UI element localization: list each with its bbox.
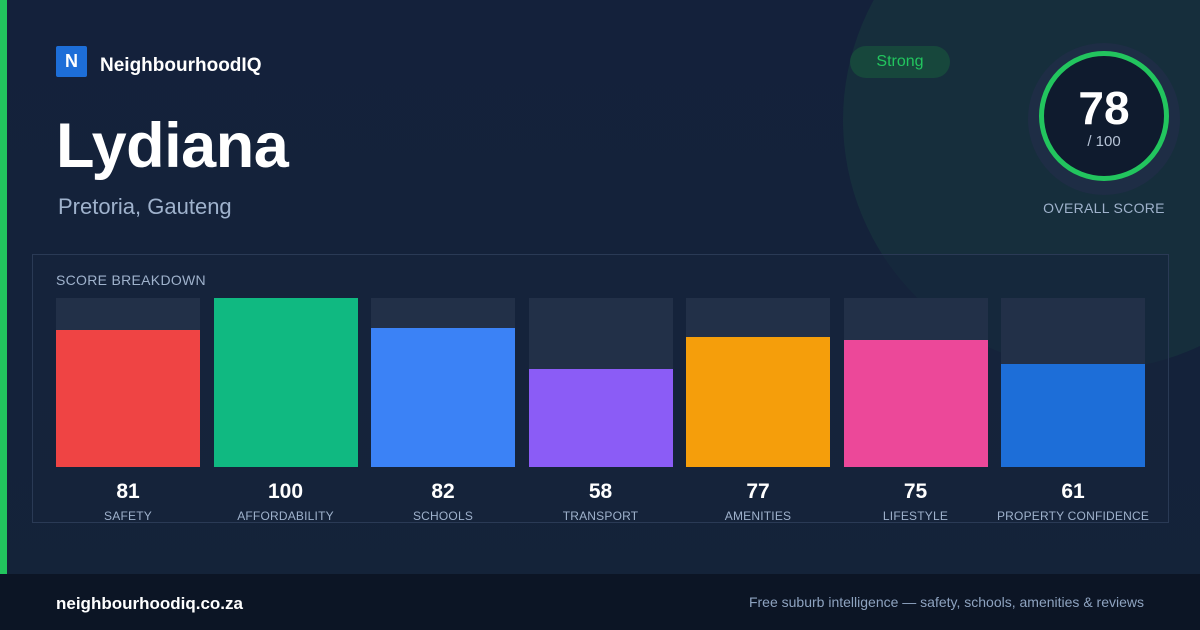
bar-value: 77 (746, 480, 770, 503)
bar-fill (1001, 363, 1145, 467)
rating-badge: Strong (850, 46, 950, 78)
bar-label: SCHOOLS (412, 509, 474, 523)
bar-label: SAFETY (104, 509, 152, 523)
breakdown-item-amenities: 77 AMENITIES (686, 298, 830, 523)
breakdown-item-schools: 82 SCHOOLS (371, 298, 515, 523)
footer: neighbourhoodiq.co.za Free suburb intell… (0, 574, 1200, 630)
bar-track (56, 298, 200, 467)
bar-fill (56, 330, 200, 467)
breakdown-bars: 81 SAFETY 100 AFFORDABILITY 82 SCHOOLS 58 TRANS… (56, 298, 1149, 523)
footer-tagline: Free suburb intelligence — safety, schoo… (748, 594, 1144, 610)
bar-value: 100 (267, 480, 304, 503)
bar-value: 58 (588, 480, 613, 503)
brand: N NeighbourhoodIQ (56, 46, 261, 77)
score-breakdown-panel: SCORE BREAKDOWN 81 SAFETY 100 AFFORDABILITY… (32, 254, 1169, 523)
bar-value: 81 (116, 480, 140, 503)
overall-score-value: 78 (1078, 81, 1130, 134)
bar-label: LIFESTYLE (882, 509, 949, 523)
accent-bar (0, 0, 7, 574)
bar-label: PROPERTY CONFIDENCE (996, 509, 1150, 523)
bar-label: TRANSPORT (562, 509, 639, 523)
bar-label: AMENITIES (724, 509, 792, 523)
breakdown-item-affordability: 100 AFFORDABILITY (213, 298, 358, 523)
breakdown-item-transport: 58 TRANSPORT (528, 298, 673, 523)
bar-track (528, 298, 673, 467)
brand-name: NeighbourhoodIQ (100, 54, 262, 76)
bar-value: 61 (1061, 480, 1085, 503)
suburb-title: Lydiana (56, 111, 289, 181)
bar-track (213, 298, 358, 467)
bar-fill (843, 340, 988, 467)
bar-fill (528, 368, 673, 467)
breakdown-title: SCORE BREAKDOWN (56, 272, 206, 288)
bar-track (1001, 298, 1145, 467)
bar-track (371, 298, 515, 467)
overall-score-max: / 100 (1087, 132, 1121, 150)
bar-value: 75 (903, 480, 928, 503)
bar-label: AFFORDABILITY (237, 509, 334, 523)
overall-score-dial: 78 / 100 (1028, 43, 1180, 195)
footer-site-link[interactable]: neighbourhoodiq.co.za (56, 594, 243, 613)
bar-fill (213, 298, 358, 467)
brand-logo-icon: N (56, 46, 87, 77)
bar-track (686, 298, 830, 467)
breakdown-item-lifestyle: 75 LIFESTYLE (843, 298, 988, 523)
bar-track (843, 298, 988, 467)
bar-fill (686, 336, 830, 467)
breakdown-item-property-confidence: 61 PROPERTY CONFIDENCE (997, 298, 1149, 523)
breakdown-item-safety: 81 SAFETY (56, 298, 200, 523)
bar-fill (371, 328, 515, 467)
overall-score-label: OVERALL SCORE (1043, 200, 1165, 216)
suburb-location: Pretoria, Gauteng (58, 194, 232, 219)
bar-value: 82 (431, 480, 455, 503)
score-ring: 78 / 100 (1039, 51, 1169, 181)
